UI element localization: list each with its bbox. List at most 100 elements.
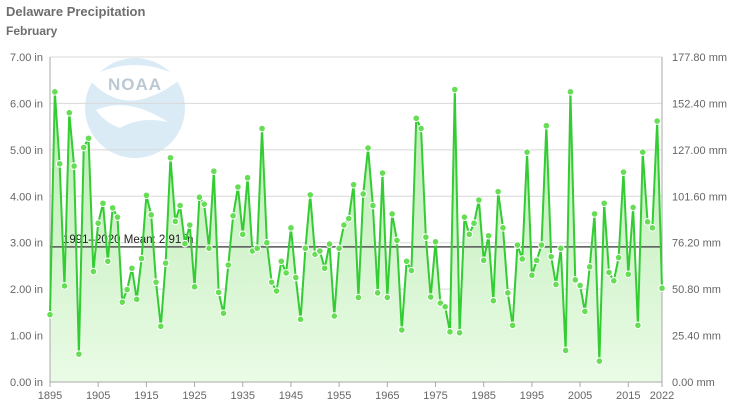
data-point	[301, 244, 310, 253]
data-point	[152, 278, 160, 286]
data-point	[219, 309, 228, 318]
data-point	[595, 357, 604, 365]
data-point	[166, 153, 175, 162]
data-point	[234, 183, 242, 191]
x-tick-label: 2015	[616, 390, 640, 402]
x-tick-label: 1965	[375, 390, 399, 402]
x-tick-label: 1935	[231, 390, 255, 402]
data-point	[484, 231, 493, 240]
data-point	[263, 238, 271, 247]
data-point	[532, 256, 541, 265]
data-point	[229, 211, 237, 220]
chart-subtitle: February	[6, 24, 58, 38]
data-point	[113, 213, 122, 221]
data-point	[503, 289, 512, 297]
data-point	[287, 224, 295, 232]
data-point	[60, 282, 69, 290]
y-tick-label-right: 177.80 mm	[672, 52, 727, 64]
data-point	[518, 255, 527, 263]
data-point	[258, 124, 266, 133]
x-axis-labels: 1895 1905 1915 1925 1935 1945 1955 1965 1975 1985…	[38, 390, 674, 402]
y-tick-label-left: 6.00 in	[10, 98, 43, 110]
data-point	[282, 269, 290, 277]
data-point	[653, 117, 661, 125]
data-point	[369, 201, 377, 210]
data-point	[55, 159, 64, 168]
y-tick-label-right: 127.00 mm	[672, 145, 727, 157]
data-point	[99, 199, 107, 208]
data-point	[576, 281, 584, 290]
x-tick-label: 1925	[182, 390, 206, 402]
data-point	[161, 259, 170, 267]
data-point	[585, 263, 594, 271]
data-point	[638, 148, 647, 156]
data-point	[388, 210, 396, 218]
axes	[49, 57, 663, 387]
series-markers	[46, 85, 666, 365]
data-point	[610, 276, 618, 285]
data-point	[571, 276, 580, 284]
data-point	[508, 321, 517, 330]
data-point	[566, 88, 575, 96]
data-point	[489, 296, 498, 305]
data-point	[142, 191, 151, 200]
x-tick-label: 1945	[279, 390, 303, 402]
data-point	[349, 180, 358, 189]
data-point	[335, 244, 343, 253]
series-line	[49, 88, 663, 363]
data-point	[407, 266, 416, 275]
data-point	[614, 253, 623, 262]
data-point	[316, 247, 324, 255]
data-point	[605, 268, 613, 277]
data-point	[89, 267, 98, 276]
data-point	[629, 203, 637, 212]
noaa-logo-text: NOAA	[108, 75, 162, 94]
data-point	[364, 144, 372, 152]
data-point	[238, 230, 247, 239]
data-point	[455, 328, 464, 337]
y-tick-label-right: 152.40 mm	[672, 98, 727, 110]
data-point	[542, 121, 551, 130]
y-axis-left-labels: 0.00 in 1.00 in 2.00 in 3.00 in 4.00 in 5.00 …	[10, 52, 43, 389]
data-point	[450, 85, 459, 94]
x-tick-label: 1915	[134, 390, 158, 402]
data-point	[590, 210, 599, 218]
data-point	[523, 148, 531, 156]
y-tick-label-left: 7.00 in	[10, 52, 43, 64]
x-tick-label: 1995	[520, 390, 544, 402]
data-point	[253, 244, 262, 253]
data-point	[118, 298, 127, 306]
data-point	[320, 264, 329, 273]
data-point	[340, 221, 348, 229]
y-tick-label-right: 50.80 mm	[672, 284, 721, 296]
data-point	[417, 124, 425, 133]
y-tick-label-left: 2.00 in	[10, 284, 43, 296]
data-point	[171, 217, 180, 226]
data-point	[79, 143, 88, 152]
data-point	[634, 321, 642, 330]
data-point	[393, 236, 401, 245]
data-point	[354, 293, 363, 302]
data-point	[296, 315, 305, 324]
data-point	[108, 204, 117, 212]
data-point	[561, 346, 570, 355]
data-point	[658, 284, 666, 293]
data-point	[306, 191, 315, 199]
data-point	[344, 214, 353, 223]
y-tick-label-left: 1.00 in	[10, 331, 43, 343]
data-point	[499, 224, 507, 232]
data-point	[132, 295, 141, 304]
x-tick-label: 1895	[38, 390, 62, 402]
data-point	[243, 173, 252, 182]
noaa-logo: NOAA	[85, 58, 185, 158]
data-point	[383, 293, 392, 302]
area-fill	[50, 89, 662, 382]
data-point	[224, 261, 233, 269]
noaa-logo-gull-upper	[88, 65, 182, 101]
data-point	[619, 168, 628, 176]
data-point	[46, 310, 54, 319]
data-point	[185, 221, 194, 229]
data-point	[624, 270, 633, 279]
y-axis-right-labels: 0.00 mm 25.40 mm 50.80 mm 76.20 mm 101.60 mm…	[672, 52, 727, 389]
